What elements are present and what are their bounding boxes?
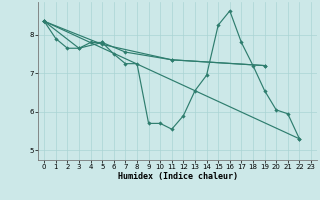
X-axis label: Humidex (Indice chaleur): Humidex (Indice chaleur) bbox=[118, 172, 238, 181]
